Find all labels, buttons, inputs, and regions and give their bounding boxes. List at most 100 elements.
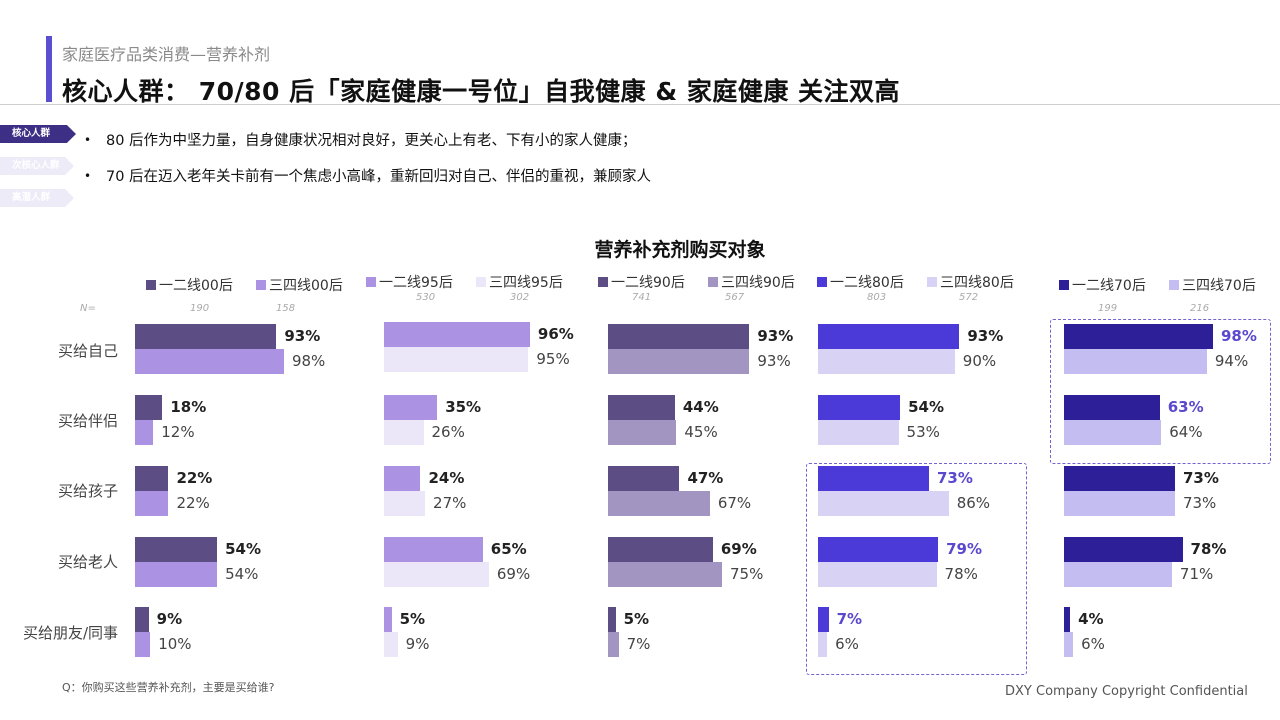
bar-g0-s0-r4 [135,607,149,632]
bar-g3-s0-r4 [818,607,829,632]
legend-label: 三四线70后 [1182,278,1256,294]
sample-size-g2-s1: 567 [725,292,745,303]
value-label-g2-s1-r2: 67% [717,494,752,512]
bar-g3-s1-r3 [818,562,937,587]
legend-label: 三四线90后 [721,275,795,291]
row-label-1: 买给伴侣 [57,412,118,430]
bar-g2-s1-r2 [608,491,710,516]
bar-g3-s0-r1 [818,395,901,420]
legend-swatch [817,277,827,287]
value-label-g4-s1-r2: 73% [1182,494,1217,512]
bullet-text: 80 后作为中坚力量，自身健康状况相对良好，更关心上有老、下有小的家人健康； [106,133,637,149]
bar-g1-s1-r2 [384,491,426,516]
value-label-g4-s0-r1: 63% [1167,398,1204,416]
bar-g2-s0-r3 [608,537,713,562]
legend-swatch [476,277,486,287]
value-label-g2-s0-r4: 5% [623,610,650,628]
bar-g0-s0-r1 [135,395,163,420]
value-label-g3-s1-r0: 90% [962,352,997,370]
legend-label: 三四线95后 [489,275,563,291]
bar-g4-s1-r2 [1064,491,1175,516]
value-label-g4-s0-r3: 78% [1190,540,1227,558]
value-label-g3-s1-r2: 86% [956,494,991,512]
legend-item-g4-s1: 三四线70后 [1169,275,1256,295]
bar-g3-s1-r1 [818,420,899,445]
legend-swatch [1169,280,1179,290]
chart-title: 营养补充剂购买对象 [594,239,766,261]
copyright-text: DXY Company Copyright Confidential [1005,684,1248,699]
sample-size-g3-s0: 803 [867,292,887,303]
bullet-dot: • [84,169,92,183]
value-label-g2-s0-r1: 44% [682,398,719,416]
tag-core-group[interactable]: 核心人群 [0,125,76,143]
value-label-g2-s1-r1: 45% [684,423,718,441]
bar-g3-s1-r2 [818,491,949,516]
sample-size-g1-s0: 530 [416,292,436,303]
sample-size-prefix: N= [80,303,96,314]
row-label-3: 买给老人 [57,553,118,571]
bullet-item-1: • 80 后作为中坚力量，自身健康状况相对良好，更关心上有老、下有小的家人健康； [84,129,637,150]
value-label-g3-s0-r2: 73% [936,469,973,487]
highlight-box-80s [806,463,1027,675]
legend-swatch [256,280,266,290]
title-divider [0,104,1280,105]
bar-g0-s0-r0 [135,324,277,349]
legend-item-g1-s1: 三四线95后 [476,272,563,292]
bar-g1-s1-r0 [384,347,529,372]
value-label-g1-s0-r1: 35% [445,398,482,416]
value-label-g0-s1-r4: 10% [158,635,192,653]
legend-label: 一二线00后 [159,278,233,294]
tag-potential-group[interactable]: 高潜人群 [0,189,74,207]
legend-label: 三四线00后 [269,278,343,294]
bar-g2-s0-r2 [608,466,680,491]
row-label-2: 买给孩子 [57,482,118,500]
value-label-g4-s1-r0: 94% [1214,352,1249,370]
bar-g3-s0-r3 [818,537,939,562]
bar-g4-s0-r4 [1064,607,1071,632]
bar-g0-s1-r2 [135,491,169,516]
value-label-g0-s0-r2: 22% [176,469,213,487]
legend-label: 一二线80后 [830,275,904,291]
bar-g1-s0-r1 [384,395,438,420]
bullet-item-2: • 70 后在迈入老年关卡前有一个焦虑小高峰，重新回归对自己、伴侣的重视，兼顾家人 [84,165,651,186]
sample-size-g2-s0: 741 [632,292,652,303]
legend-swatch [598,277,608,287]
legend-item-g4-s0: 一二线70后 [1059,275,1146,295]
bar-g2-s1-r4 [608,632,619,657]
bar-g4-s0-r0 [1064,324,1213,349]
bar-g1-s0-r0 [384,322,530,347]
bar-g3-s1-r0 [818,349,955,374]
value-label-g1-s1-r3: 69% [496,565,531,583]
value-label-g1-s1-r0: 95% [536,350,570,368]
value-label-g0-s1-r1: 12% [161,423,195,441]
sample-size-g0-s0: 190 [190,303,210,314]
survey-question-note: Q：你购买这些营养补充剂，主要是买给谁? [62,681,275,694]
value-label-g2-s0-r3: 69% [720,540,757,558]
value-label-g0-s1-r2: 22% [176,494,210,512]
bar-g0-s1-r4 [135,632,151,657]
bar-g0-s0-r2 [135,466,169,491]
value-label-g4-s1-r4: 6% [1081,635,1105,653]
tag-secondary-group[interactable]: 次核心人群 [0,157,74,175]
bar-g2-s1-r0 [608,349,750,374]
bar-g1-s1-r4 [384,632,398,657]
bullet-text: 70 后在迈入老年关卡前有一个焦虑小高峰，重新回归对自己、伴侣的重视，兼顾家人 [106,169,652,185]
bar-g1-s0-r2 [384,466,421,491]
value-label-g1-s0-r3: 65% [490,540,527,558]
bar-g0-s1-r3 [135,562,218,587]
title-accent-bar [46,36,52,102]
bar-g2-s0-r1 [608,395,675,420]
value-label-g1-s0-r2: 24% [428,469,465,487]
legend-item-g3-s0: 一二线80后 [817,272,904,292]
legend-item-g2-s1: 三四线90后 [708,272,795,292]
bar-g4-s0-r1 [1064,395,1160,420]
sample-size-g3-s1: 572 [959,292,979,303]
legend-label: 一二线95后 [379,275,453,291]
legend-item-g2-s0: 一二线90后 [598,272,685,292]
bar-g2-s0-r0 [608,324,750,349]
value-label-g4-s1-r3: 71% [1179,565,1214,583]
value-label-g1-s1-r1: 26% [431,423,465,441]
bar-g4-s1-r3 [1064,562,1172,587]
value-label-g4-s1-r1: 64% [1169,423,1203,441]
value-label-g4-s0-r2: 73% [1182,469,1219,487]
